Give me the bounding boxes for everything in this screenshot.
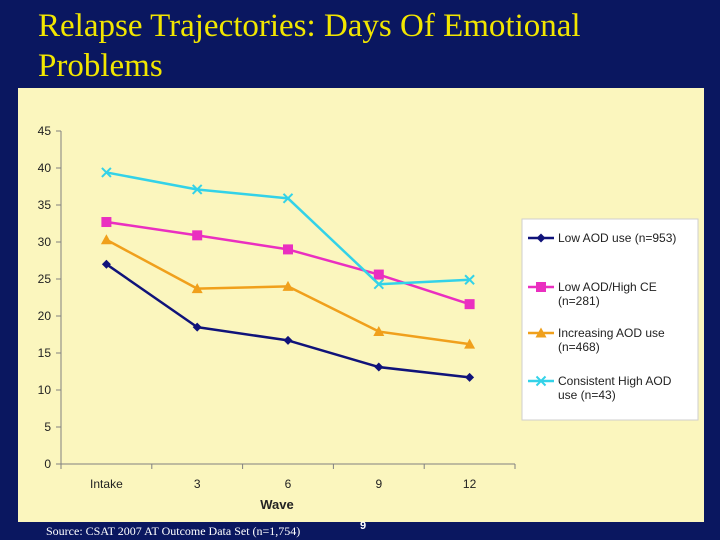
data-point-series-3	[373, 326, 385, 337]
data-point-series-4	[101, 167, 112, 178]
data-point-series-1	[465, 372, 475, 382]
legend-label-3: (n=468)	[558, 340, 600, 354]
data-point-series-1	[283, 335, 293, 345]
data-point-series-3	[191, 283, 203, 294]
x-axis-label: Wave	[260, 497, 293, 512]
x-tick-label: 9	[375, 477, 382, 491]
legend-swatch-marker-3	[535, 327, 547, 338]
line-chart: 0 5 10 15 20 25 30 35 40 45 Intake 3 6 9 12 Wave Low A…	[38, 124, 699, 512]
legend-box	[521, 218, 699, 421]
x-tick-label: Intake	[90, 477, 123, 491]
data-point-series-3	[464, 338, 476, 349]
source-note: Source: CSAT 2007 AT Outcome Data Set (n…	[46, 524, 301, 538]
legend-swatch-marker-4	[535, 375, 547, 387]
data-point-series-4	[464, 274, 475, 285]
series-line-4	[106, 171, 470, 286]
legend-label-2: Low AOD/High CE	[558, 280, 657, 294]
legend: Low AOD use (n=953) Low AOD/High CE(n=281…	[521, 218, 699, 421]
page-number: 9	[360, 520, 367, 532]
data-point-series-3	[282, 280, 294, 291]
y-tick-label: 0	[44, 457, 51, 471]
series-line-3	[105, 238, 470, 346]
legend-label-3: Increasing AOD use	[558, 326, 665, 340]
x-tick-label: 3	[194, 477, 201, 491]
data-point-series-2	[101, 217, 112, 228]
legend-swatch-marker-2	[536, 282, 546, 292]
chart-frame: 0 5 10 15 20 25 30 35 40 45 Intake 3 6 9 12 Wave Low A…	[18, 88, 704, 522]
plot-area: 0 5 10 15 20 25 30 35 40 45 Intake 3 6 9 12	[38, 124, 516, 491]
legend-label-1: Low AOD use (n=953)	[558, 231, 676, 245]
legend-label-4: Consistent High AOD	[558, 374, 672, 388]
y-tick-label: 35	[38, 198, 52, 212]
x-tick-label: 12	[463, 477, 477, 491]
legend-swatch-marker-1	[536, 233, 546, 243]
data-point-series-4	[282, 193, 294, 204]
data-point-series-2	[464, 299, 475, 310]
y-tick-label: 10	[38, 383, 52, 397]
x-tick-label: 6	[285, 477, 292, 491]
y-tick-label: 30	[38, 235, 52, 249]
y-tick-label: 5	[44, 420, 51, 434]
legend-label-4: use (n=43)	[558, 388, 616, 402]
data-point-series-1	[374, 362, 384, 372]
data-point-series-1	[192, 322, 202, 332]
data-point-series-4	[373, 278, 385, 290]
slide-title: Relapse Trajectories: Days Of Emotional …	[38, 8, 581, 84]
data-point-series-3	[100, 234, 112, 245]
y-tick-label: 20	[38, 309, 52, 323]
y-tick-label: 15	[38, 346, 52, 360]
y-tick-label: 40	[38, 161, 52, 175]
data-point-series-2	[192, 230, 203, 241]
data-point-series-4	[191, 184, 203, 195]
data-point-series-2	[373, 269, 384, 280]
y-tick-label: 45	[38, 124, 52, 138]
series-line-2	[106, 220, 470, 306]
legend-label-2: (n=281)	[558, 294, 600, 308]
data-point-series-2	[283, 244, 293, 255]
data-point-series-1	[101, 259, 111, 269]
y-tick-label: 25	[38, 272, 52, 286]
